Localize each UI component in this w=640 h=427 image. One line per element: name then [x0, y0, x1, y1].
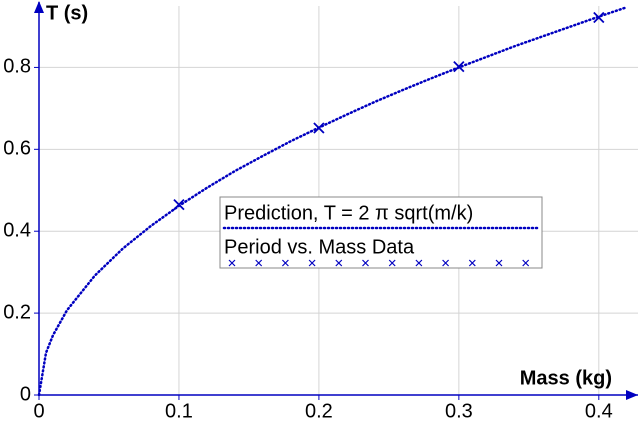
legend-swatch: [308, 259, 316, 267]
legend-swatch: [415, 259, 423, 267]
x-axis-arrow: [626, 390, 638, 400]
y-tick-label: 0.2: [3, 301, 31, 323]
legend-swatch: [228, 259, 236, 267]
data-point: [313, 122, 325, 134]
data-point: [173, 198, 185, 211]
legend-swatch: [468, 259, 476, 267]
legend-swatch: [281, 259, 289, 267]
x-tick-label: 0.1: [165, 400, 193, 422]
legend-label: Prediction, T = 2 π sqrt(m/k): [224, 202, 473, 224]
x-tick-label: 0.3: [445, 400, 473, 422]
legend-swatch: [442, 259, 450, 267]
y-tick-label: 0.8: [3, 56, 31, 78]
x-axis-label: Mass (kg): [520, 367, 612, 389]
legend-swatch: [335, 259, 343, 267]
y-tick-label: 0.6: [3, 138, 31, 160]
legend-swatch: [362, 259, 369, 267]
y-tick-label: 0: [20, 383, 31, 405]
legend-swatch: [388, 259, 396, 267]
legend-swatch: [255, 259, 263, 267]
y-axis-arrow: [34, 1, 44, 13]
line-series: [37, 5, 629, 397]
legend-swatch: [495, 259, 503, 267]
legend-label: Period vs. Mass Data: [224, 236, 415, 258]
data-point: [453, 60, 465, 73]
y-tick-label: 0.4: [3, 219, 31, 241]
legend-swatch: [522, 259, 530, 267]
x-tick-label: 0: [33, 400, 44, 422]
x-tick-label: 0.4: [585, 400, 613, 422]
y-axis-label: T (s): [46, 2, 88, 24]
data-point: [593, 11, 605, 24]
legend-box: [219, 196, 543, 269]
x-tick-label: 0.2: [305, 400, 333, 422]
